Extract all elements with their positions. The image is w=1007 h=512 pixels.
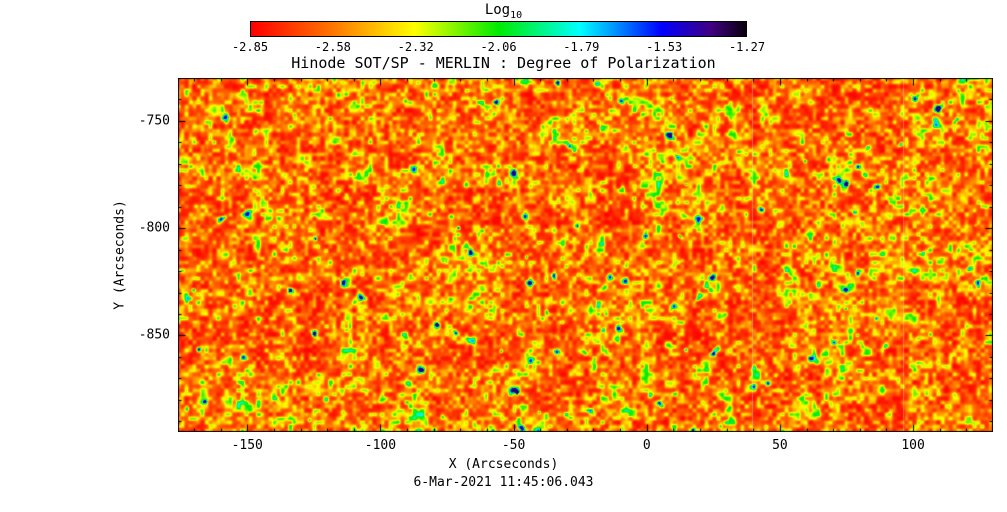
heatmap-canvas [178,78,993,432]
x-tick-label: 50 [772,438,788,453]
x-tick-label: -100 [364,438,397,453]
x-axis-label: X (Arcseconds) [448,457,559,472]
y-tick-label: -800 [138,220,170,236]
observation-timestamp: 6-Mar-2021 11:45:06.043 [413,475,594,490]
colorbar-tick-label: -2.06 [480,40,517,54]
x-tick-label: 100 [901,438,925,453]
heatmap-plot-area [178,78,993,432]
colorbar-tick-label: -1.27 [728,40,766,54]
plot-title: Hinode SOT/SP - MERLIN : Degree of Polar… [291,54,716,72]
colorbar-title-subscript: 10 [510,9,523,21]
colorbar-tick-label: -2.85 [231,40,269,54]
colorbar-tick-label: -2.58 [314,40,351,54]
y-tick-label: -850 [138,327,170,343]
colorbar-gradient [250,21,747,37]
y-tick-label: -750 [138,113,170,129]
colorbar-tick-label: -1.79 [563,40,600,54]
x-tick-label: -50 [501,438,526,453]
colorbar-tick-label: -2.32 [397,40,434,54]
x-tick-label: -150 [231,438,263,453]
y-axis-label: Y (Arcseconds) [112,200,128,310]
colorbar-title: Log10 [0,2,1007,21]
x-tick-label: 0 [642,438,651,453]
colorbar-tick-label: -1.53 [646,40,683,54]
colorbar-title-text: Log [484,2,511,18]
